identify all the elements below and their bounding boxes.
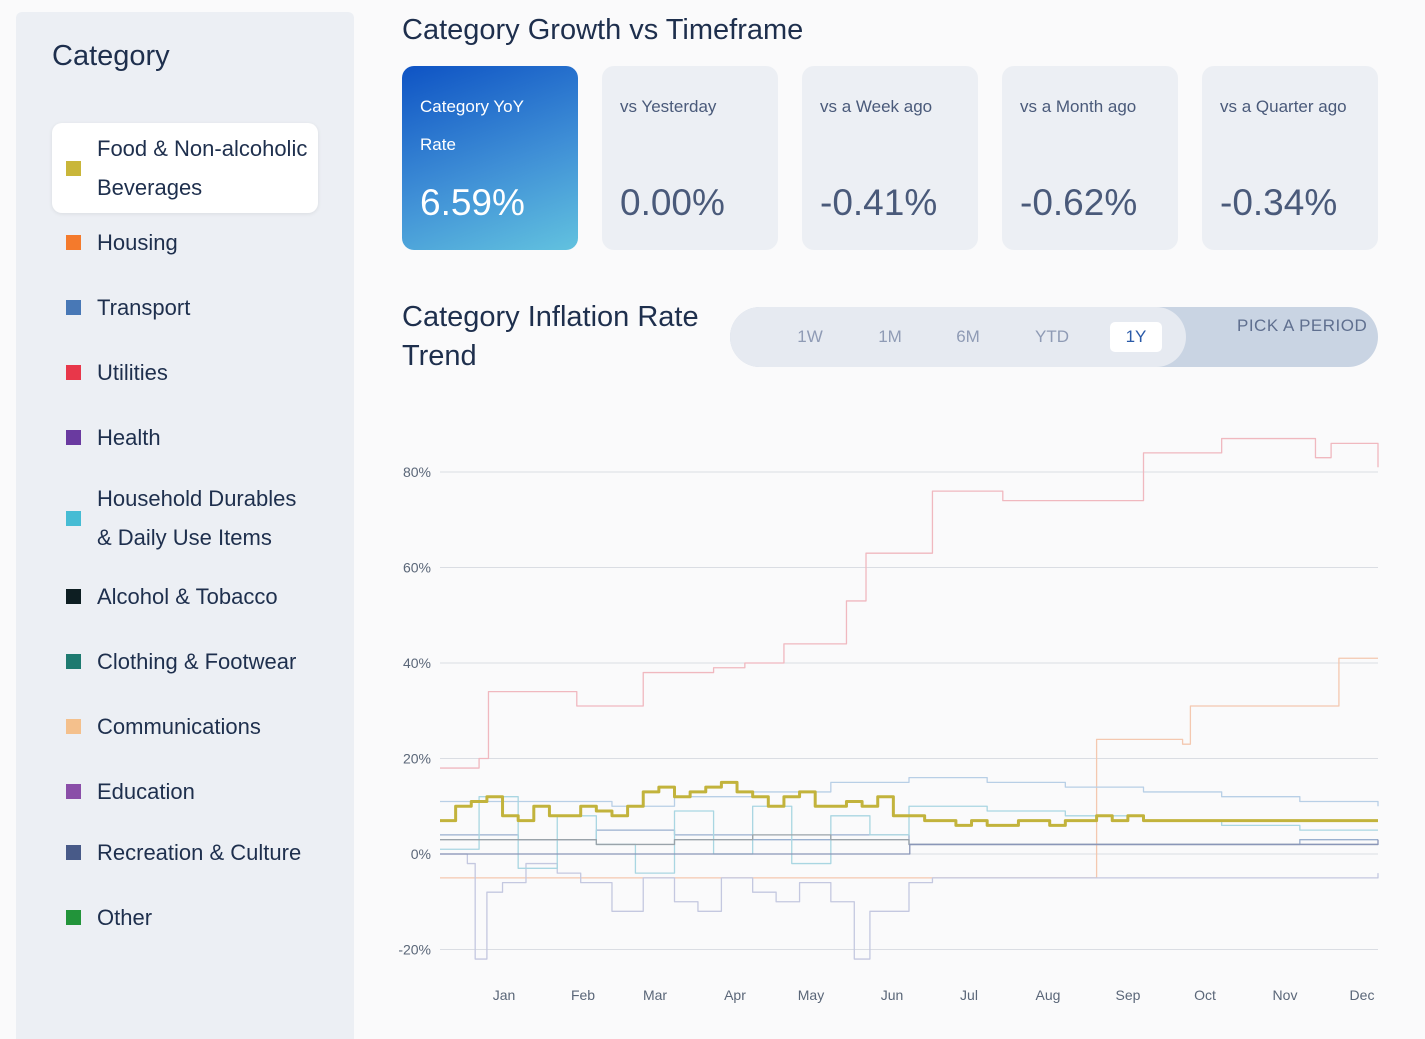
growth-card: vs a Quarter ago -0.34% [1202, 66, 1378, 250]
category-label: Health [97, 425, 161, 450]
category-label: Transport [97, 295, 191, 320]
category-item[interactable]: Other [52, 884, 318, 949]
category-swatch [66, 160, 81, 176]
category-item[interactable]: Household Durables & Daily Use Items [52, 469, 318, 567]
category-swatch [66, 589, 81, 604]
category-label: Other [97, 905, 153, 930]
category-label: Alcohol & Tobacco [97, 584, 278, 609]
series-line[interactable] [440, 657, 1378, 879]
category-swatch [66, 784, 81, 799]
y-tick-label: 0% [411, 846, 431, 862]
y-tick-label: -20% [398, 942, 431, 958]
category-swatch [66, 910, 81, 925]
growth-card-value: -0.62% [1020, 182, 1138, 223]
series-line[interactable] [440, 780, 1378, 827]
category-label: Housing [97, 230, 178, 255]
growth-card-label: vs a Quarter ago [1220, 97, 1347, 116]
x-tick-label: Jul [960, 987, 978, 1003]
category-label: Utilities [97, 360, 168, 385]
category-label: Clothing & Footwear [97, 649, 297, 674]
trend-title: Category Inflation Rate Trend [402, 301, 699, 372]
growth-card-label: vs a Month ago [1020, 97, 1137, 116]
x-tick-label: Oct [1194, 987, 1216, 1003]
x-tick-label: Dec [1350, 987, 1375, 1003]
growth-card: Category YoY Rate 6.59% [402, 66, 578, 250]
y-tick-label: 20% [403, 751, 431, 767]
category-item[interactable]: Alcohol & Tobacco [52, 567, 318, 628]
series-line[interactable] [440, 776, 1379, 807]
x-tick-label: Sep [1116, 987, 1141, 1003]
x-tick-label: Feb [571, 987, 595, 1003]
category-swatch [66, 719, 81, 734]
growth-card-label: Category YoY Rate [420, 97, 524, 154]
x-tick-label: Apr [724, 987, 746, 1003]
category-swatch [66, 365, 81, 380]
category-item[interactable]: Transport [52, 274, 318, 339]
series-line[interactable] [440, 839, 1379, 855]
category-item[interactable]: Clothing & Footwear [52, 628, 318, 693]
category-sidebar: Category Food & Non-alcoholic Beverages H… [16, 12, 354, 1039]
category-item[interactable]: Health [52, 404, 318, 469]
x-tick-label: Aug [1036, 987, 1061, 1003]
category-swatch [66, 510, 81, 526]
category-item[interactable]: Utilities [52, 339, 318, 404]
period-tab[interactable]: 1M [878, 327, 902, 346]
category-item[interactable]: Education [52, 758, 318, 823]
period-tab[interactable]: 1W [797, 327, 823, 346]
growth-card: vs Yesterday 0.00% [602, 66, 778, 250]
x-tick-label: May [798, 987, 824, 1003]
category-label: Recreation & Culture [97, 840, 302, 865]
period-tab[interactable]: 6M [956, 327, 980, 346]
category-item[interactable]: Recreation & Culture [52, 823, 318, 884]
page-title: Category Growth vs Timeframe [402, 14, 804, 46]
growth-card-value: -0.34% [1220, 182, 1338, 223]
category-swatch [66, 300, 81, 315]
growth-card: vs a Week ago -0.41% [802, 66, 978, 250]
category-item[interactable]: Housing [52, 213, 318, 274]
period-tab[interactable]: 1Y [1110, 322, 1162, 352]
y-tick-label: 60% [403, 560, 431, 576]
x-tick-label: Jan [493, 987, 516, 1003]
y-tick-label: 80% [403, 464, 431, 480]
growth-card-value: -0.41% [820, 182, 938, 223]
category-label: Food & Non-alcoholic Beverages [97, 136, 308, 200]
x-tick-label: Nov [1273, 987, 1298, 1003]
category-label: Communications [97, 714, 261, 739]
y-tick-label: 40% [403, 655, 431, 671]
category-list: Food & Non-alcoholic Beverages Housing Tra… [52, 123, 318, 949]
category-swatch [66, 654, 81, 669]
category-swatch [66, 430, 81, 445]
sidebar-title: Category [52, 40, 170, 72]
inflation-trend-chart: -20% 0% 20% 40% 60% 80% Jan Feb Mar Apr May Jun Jul A… [398, 437, 1379, 1003]
period-selector: 1W 1M 6M YTD 1Y PICK A PERIOD [730, 307, 1378, 367]
category-label: Education [97, 779, 195, 804]
period-tabs: 1W 1M 6M YTD 1Y [730, 307, 1186, 367]
growth-card-value: 0.00% [620, 182, 725, 223]
growth-cards: Category YoY Rate 6.59% vs Yesterday 0.00% v… [402, 66, 1378, 250]
category-label: Household Durables & Daily Use Items [97, 486, 297, 550]
category-item[interactable]: Food & Non-alcoholic Beverages [52, 123, 318, 213]
category-item[interactable]: Communications [52, 693, 318, 758]
x-tick-label: Jun [881, 987, 904, 1003]
category-swatch [66, 235, 81, 250]
series-line[interactable] [440, 853, 1379, 960]
growth-card-value: 6.59% [420, 182, 525, 223]
pick-period-button[interactable]: PICK A PERIOD [1237, 316, 1368, 335]
growth-card: vs a Month ago -0.62% [1002, 66, 1178, 250]
series-line[interactable] [440, 437, 1379, 769]
x-tick-label: Mar [643, 987, 667, 1003]
period-tab[interactable]: YTD [1035, 327, 1069, 346]
category-swatch [66, 845, 81, 860]
growth-card-label: vs Yesterday [620, 97, 717, 116]
growth-card-label: vs a Week ago [820, 97, 933, 116]
